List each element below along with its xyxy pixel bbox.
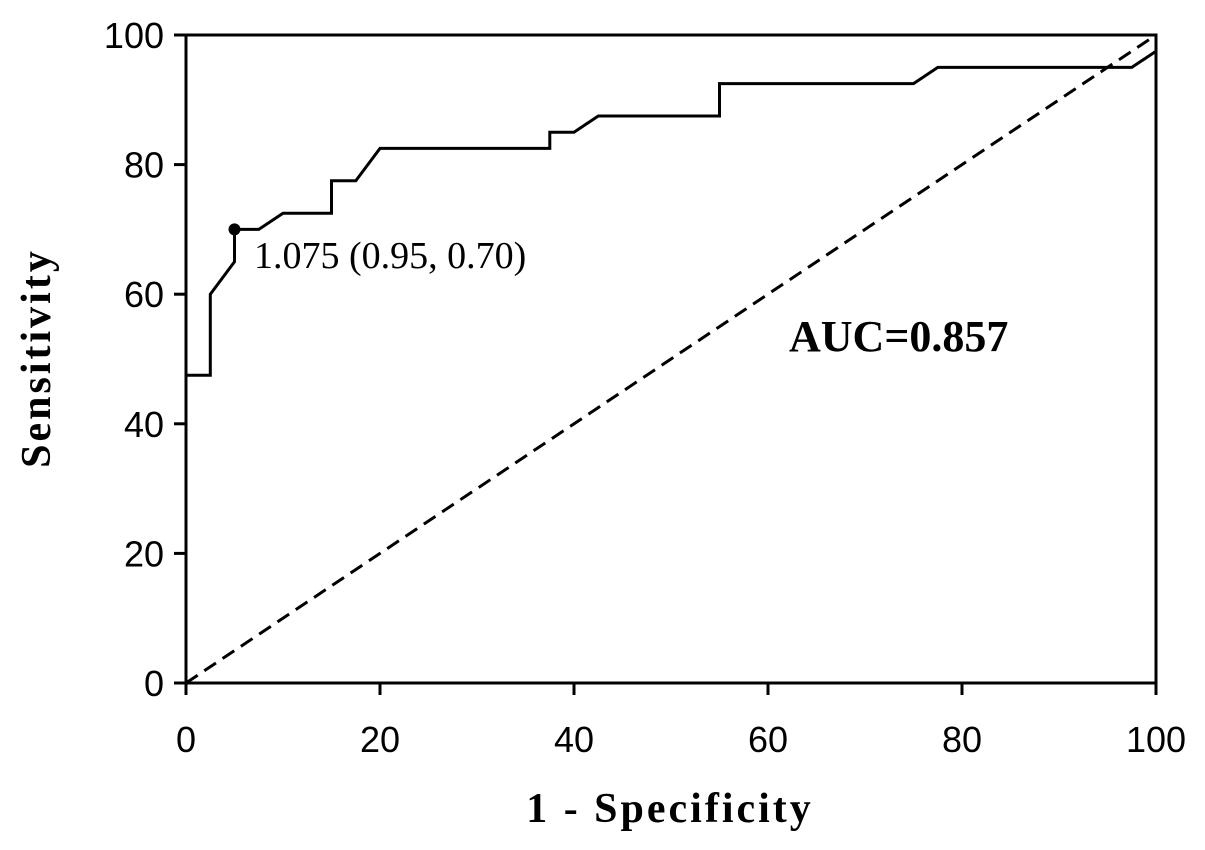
x-tick-label: 20 [360,719,400,760]
y-tick-label: 40 [124,404,164,445]
y-tick-label: 80 [124,145,164,186]
series-layer [185,33,1157,685]
plot-frame [184,33,1158,685]
y-tick-label: 100 [104,15,164,56]
y-tick-label: 60 [124,274,164,315]
x-tick-label: 60 [748,719,788,760]
x-tick-label: 0 [176,719,196,760]
y-axis-ticks: 0 20 40 60 80 100 [104,15,186,704]
x-axis-title: 1 - Specificity [526,786,814,832]
y-axis-title: Sensitivity [14,248,60,468]
x-tick-label: 80 [942,719,982,760]
roc-curve-line [186,49,1157,377]
auc-annotation: AUC=0.857 [789,312,1008,361]
plot-border [184,33,1158,685]
y-tick-label: 0 [144,663,164,704]
y-tick-label: 20 [124,533,164,574]
cutoff-point-marker [228,223,241,236]
x-tick-label: 40 [554,719,594,760]
cutoff-point-label: 1.075 (0.95, 0.70) [254,235,526,277]
reference-diagonal-line [185,33,1157,685]
x-axis-ticks: 0 20 40 60 80 100 [176,683,1186,760]
x-tick-label: 100 [1126,719,1186,760]
